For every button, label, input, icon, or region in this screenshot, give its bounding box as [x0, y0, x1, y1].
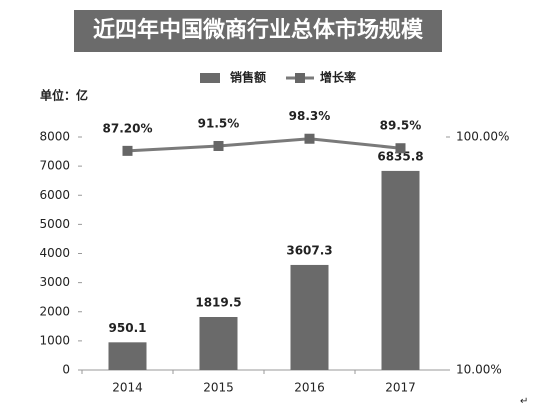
bar-value-label: 3607.3: [286, 243, 332, 257]
y2-tick-label: 10.00%: [456, 363, 502, 377]
bar: [199, 317, 238, 370]
line-value-label: 87.20%: [103, 121, 153, 135]
corner-mark: ↵: [520, 396, 528, 407]
bar-value-label: 950.1: [109, 321, 147, 335]
y-tick-label: 7000: [39, 159, 70, 173]
unit-label: 单位：亿: [40, 88, 88, 103]
x-tick-label: 2015: [203, 381, 234, 395]
line-value-label: 98.3%: [289, 109, 331, 123]
growth-line: [127, 137, 401, 153]
chart-title: 近四年中国微商行业总体市场规模: [93, 17, 424, 43]
y-tick-label: 4000: [39, 246, 70, 260]
bar: [290, 264, 329, 370]
y-tick-label: 0: [62, 363, 70, 377]
legend-swatch: [200, 73, 220, 83]
bar: [108, 342, 147, 370]
legend-swatch: [295, 73, 305, 83]
x-tick-label: 2016: [294, 381, 325, 395]
x-tick-label: 2014: [112, 381, 143, 395]
y-tick-label: 8000: [39, 130, 70, 144]
x-tick-label: 2017: [385, 381, 416, 395]
y-tick-label: 3000: [39, 275, 70, 289]
line-marker: [395, 143, 406, 154]
bar-value-label: 6835.8: [377, 149, 423, 163]
line-marker: [213, 140, 224, 151]
legend-label: 增长率: [320, 70, 356, 85]
y-tick-label: 1000: [39, 333, 70, 347]
y-tick-label: 2000: [39, 304, 70, 318]
line-value-label: 91.5%: [198, 116, 240, 130]
bar: [381, 170, 420, 370]
legend-label: 销售额: [230, 70, 266, 85]
y-tick-label: 6000: [39, 188, 70, 202]
bar-value-label: 1819.5: [195, 296, 241, 310]
title-box: [74, 10, 442, 52]
y-tick-label: 5000: [39, 217, 70, 231]
y2-tick-label: 100.00%: [456, 130, 509, 144]
line-marker: [122, 145, 133, 156]
line-value-label: 89.5%: [380, 119, 422, 133]
line-marker: [304, 133, 315, 144]
